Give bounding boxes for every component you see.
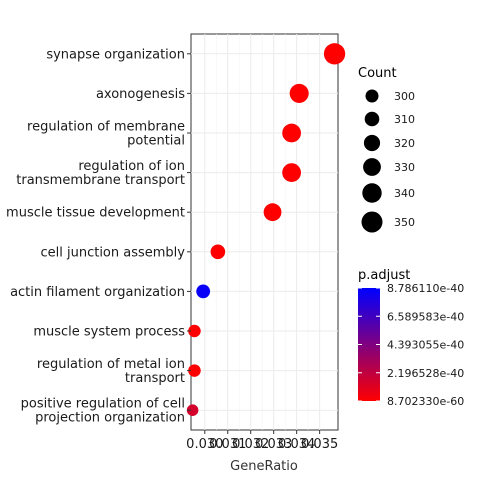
y-tick-label: regulation of membrane potential bbox=[27, 120, 185, 149]
y-tick-label-line: potential bbox=[127, 134, 185, 149]
data-point bbox=[263, 203, 282, 222]
data-point bbox=[282, 163, 301, 182]
colorbar-label: 8.786110e-40 bbox=[387, 282, 464, 295]
x-tick-label: 0.032 bbox=[232, 437, 269, 452]
data-point bbox=[282, 123, 301, 143]
y-tick-label: muscle tissue development bbox=[6, 206, 185, 221]
data-point bbox=[323, 43, 346, 65]
y-tick-label-line: regulation of ion bbox=[78, 159, 185, 174]
colorbar-label: 4.393055e-40 bbox=[387, 339, 464, 352]
x-tick-label: 0.030 bbox=[186, 437, 223, 452]
count-legend-label: 350 bbox=[394, 216, 415, 229]
y-axis-labels: synapse organization axonogenesis regulati… bbox=[6, 47, 191, 426]
y-tick-label: positive regulation of cell projection or… bbox=[21, 397, 185, 426]
x-tick-label: 0.034 bbox=[278, 437, 315, 452]
count-legend-key bbox=[364, 111, 380, 127]
count-legend-label: 340 bbox=[394, 187, 415, 200]
count-legend-label: 330 bbox=[394, 161, 415, 174]
y-tick-label-line: projection organization bbox=[35, 411, 185, 426]
y-tick-label-line: actin filament organization bbox=[10, 285, 185, 300]
y-tick-label-line: axonogenesis bbox=[96, 87, 185, 102]
count-legend-key bbox=[363, 134, 381, 152]
count-legend-label: 300 bbox=[394, 90, 415, 103]
colorbar-label: 8.702330e-60 bbox=[387, 395, 464, 408]
data-point bbox=[289, 83, 309, 103]
data-points bbox=[186, 43, 346, 416]
count-legend-label: 310 bbox=[394, 113, 415, 126]
colorbar-label: 6.589583e-40 bbox=[387, 310, 464, 323]
y-tick-label: regulation of ion transmembrane transport bbox=[16, 159, 185, 188]
p-adjust-colorbar bbox=[358, 288, 380, 401]
data-point bbox=[196, 284, 211, 299]
x-tick-label: 0.031 bbox=[209, 437, 246, 452]
y-tick-label-line: muscle system process bbox=[33, 325, 185, 340]
p-adjust-legend-title: p.adjust bbox=[358, 268, 410, 283]
y-tick-label-line: transmembrane transport bbox=[16, 173, 185, 188]
y-tick-label: synapse organization bbox=[46, 47, 185, 62]
count-legend-label: 320 bbox=[394, 137, 415, 150]
data-point bbox=[210, 244, 226, 260]
colorbar-label: 2.196528e-40 bbox=[387, 367, 464, 380]
x-tick-label: 0.033 bbox=[255, 437, 292, 452]
data-point bbox=[186, 404, 199, 416]
count-legend-key bbox=[361, 211, 383, 233]
y-tick-label: actin filament organization bbox=[10, 285, 185, 300]
y-tick-label: muscle system process bbox=[33, 325, 185, 340]
y-tick-label-line: muscle tissue development bbox=[6, 206, 185, 221]
count-legend-key bbox=[365, 89, 379, 103]
count-legend-key bbox=[362, 183, 382, 203]
data-point bbox=[188, 324, 201, 338]
y-tick-label-line: transport bbox=[125, 371, 185, 386]
x-tick-label: 0.035 bbox=[301, 437, 338, 452]
y-tick-label-line: regulation of membrane bbox=[27, 120, 185, 135]
count-legend: Count 300 310 320 330 340 350 bbox=[358, 66, 415, 233]
y-tick-label-line: cell junction assembly bbox=[40, 245, 185, 260]
data-point bbox=[188, 364, 201, 377]
y-tick-label: regulation of metal ion transport bbox=[37, 357, 185, 386]
plot-panel bbox=[190, 33, 339, 431]
y-tick-label: axonogenesis bbox=[96, 87, 185, 102]
y-tick-label-line: synapse organization bbox=[46, 47, 185, 62]
y-tick-label-line: regulation of metal ion bbox=[37, 357, 185, 372]
count-legend-key bbox=[363, 158, 381, 176]
count-legend-title: Count bbox=[358, 66, 397, 81]
y-tick-label: cell junction assembly bbox=[40, 245, 185, 260]
y-tick-label-line: positive regulation of cell bbox=[21, 397, 185, 412]
x-axis-title: GeneRatio bbox=[230, 459, 298, 474]
p-adjust-legend: p.adjust 8.786110e-40 6.589583e-40 4.39305… bbox=[358, 268, 464, 408]
